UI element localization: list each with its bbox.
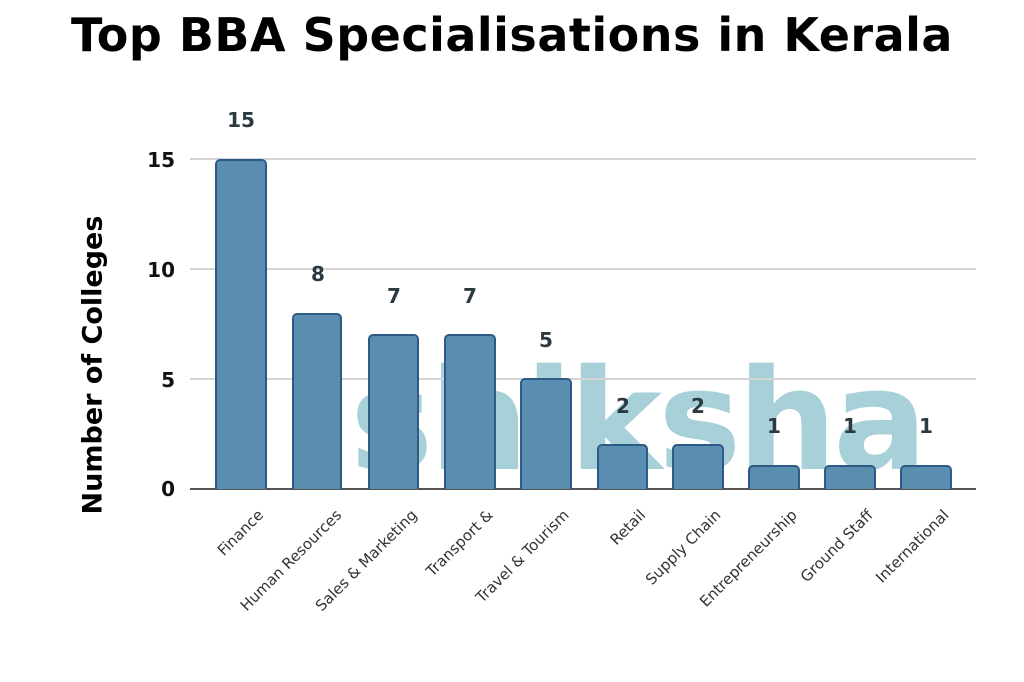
x-label-transport: Transport & bbox=[422, 506, 497, 581]
bar-travel-tourism bbox=[520, 378, 572, 489]
y-tick-0: 0 bbox=[161, 477, 175, 501]
x-axis-line bbox=[190, 488, 976, 490]
x-label-finance: Finance bbox=[213, 506, 267, 560]
x-label-ground-staff: Ground Staff bbox=[796, 506, 877, 586]
bar-ground-staff bbox=[824, 465, 876, 489]
x-label-international: International bbox=[872, 506, 953, 587]
bar-transport bbox=[444, 334, 496, 489]
value-label-human-resources: 8 bbox=[311, 262, 325, 286]
y-axis-label: Number of Colleges bbox=[77, 215, 109, 515]
y-tick-10: 10 bbox=[147, 258, 175, 282]
value-label-ground-staff: 1 bbox=[843, 414, 857, 438]
value-label-travel-tourism: 5 bbox=[539, 328, 553, 352]
bar-entrepreneurship bbox=[748, 465, 800, 489]
bar-human-resources bbox=[292, 313, 342, 489]
value-label-entrepreneurship: 1 bbox=[767, 414, 781, 438]
x-label-supply-chain: Supply Chain bbox=[642, 506, 725, 589]
chart-title: Top BBA Specialisations in Kerala bbox=[71, 8, 953, 62]
bar-international bbox=[900, 465, 952, 489]
y-tick-5: 5 bbox=[161, 368, 175, 392]
bar-finance bbox=[215, 159, 267, 489]
gridline-5 bbox=[190, 378, 976, 380]
value-label-transport: 7 bbox=[463, 284, 477, 308]
value-label-finance: 15 bbox=[227, 108, 255, 132]
y-tick-15: 15 bbox=[147, 148, 175, 172]
bar-supply-chain bbox=[672, 444, 724, 489]
x-label-retail: Retail bbox=[606, 506, 649, 549]
gridline-10 bbox=[190, 268, 976, 270]
bar-retail bbox=[597, 444, 648, 489]
value-label-sales-marketing: 7 bbox=[387, 284, 401, 308]
value-label-supply-chain: 2 bbox=[691, 394, 705, 418]
value-label-retail: 2 bbox=[616, 394, 630, 418]
bar-sales-marketing bbox=[368, 334, 419, 489]
gridline-15 bbox=[190, 158, 976, 160]
value-label-international: 1 bbox=[919, 414, 933, 438]
